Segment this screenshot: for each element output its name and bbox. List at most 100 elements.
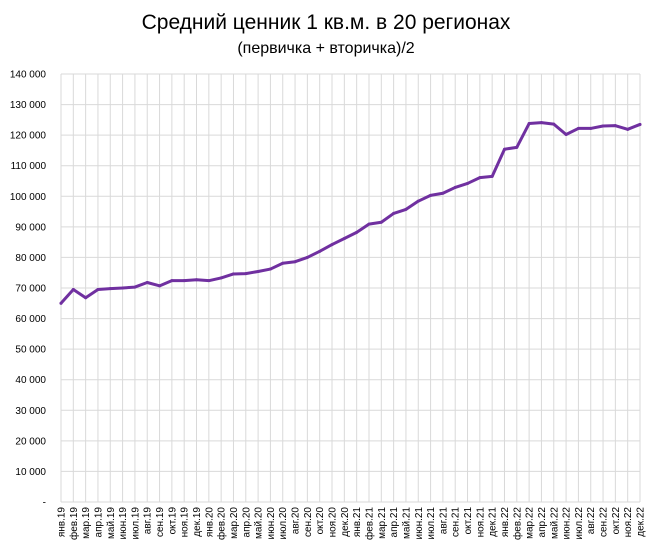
y-tick-label: 90 000 [15, 222, 46, 233]
x-tick-label: сен.22 [599, 507, 610, 537]
data-point [441, 191, 445, 195]
x-tick-label: ноя.21 [475, 507, 486, 538]
data-point [429, 193, 433, 197]
data-point [256, 269, 260, 273]
data-point [552, 122, 556, 126]
x-tick-label: ноя.20 [328, 507, 339, 538]
y-tick-label: 70 000 [15, 284, 46, 295]
x-tick-label: авг.20 [291, 507, 302, 535]
x-tick-label: сен.20 [303, 507, 314, 537]
data-point [576, 126, 580, 130]
y-tick-label: 10 000 [15, 467, 46, 478]
x-tick-label: апр.19 [93, 507, 104, 538]
x-tick-label: янв.21 [352, 507, 363, 538]
y-tick-label: 130 000 [10, 100, 47, 111]
data-point [342, 236, 346, 240]
data-point [478, 176, 482, 180]
x-tick-label: июн.21 [414, 507, 425, 540]
x-tick-label: дек.22 [636, 507, 647, 537]
x-tick-label: май.22 [549, 507, 560, 539]
y-tick-label: 110 000 [11, 161, 47, 172]
data-point [466, 181, 470, 185]
x-tick-label: авг.22 [586, 507, 597, 535]
data-point [121, 286, 125, 290]
x-tick-label: фев.20 [216, 507, 228, 540]
x-tick-label: ноя.22 [623, 507, 634, 538]
x-tick-label: мар.20 [229, 507, 240, 539]
data-point [564, 133, 568, 137]
data-point [133, 285, 137, 289]
data-point [170, 279, 174, 283]
x-tick-label: окт.21 [463, 507, 474, 535]
x-tick-label: окт.19 [167, 507, 178, 535]
x-tick-label: янв.20 [204, 507, 215, 538]
x-tick-label: апр.22 [537, 507, 548, 538]
x-tick-label: июн.19 [118, 507, 129, 540]
x-tick-label: дек.20 [340, 507, 351, 537]
data-point [84, 296, 88, 300]
data-point [108, 287, 112, 291]
data-point [355, 230, 359, 234]
data-point [404, 207, 408, 211]
data-point [589, 126, 593, 130]
x-tick-label: июл.22 [574, 507, 585, 540]
data-point [71, 288, 75, 292]
data-point [613, 124, 617, 128]
data-point [416, 199, 420, 203]
data-point [392, 211, 396, 215]
y-tick-label: 100 000 [10, 192, 47, 203]
data-point [244, 272, 248, 276]
data-point [318, 249, 322, 253]
x-tick-label: июл.19 [130, 507, 141, 540]
series-group [59, 121, 642, 305]
x-tick-label: июн.20 [266, 507, 277, 540]
x-tick-label: авг.21 [438, 507, 449, 535]
data-point [96, 288, 100, 292]
data-point [515, 145, 519, 149]
y-tick-label: 40 000 [15, 375, 46, 386]
x-axis-tick-labels: янв.19 фев.19 мар.19 апр.19 май.19 июн.19 июл.… [57, 507, 647, 540]
series-line [59, 121, 642, 305]
data-point [638, 122, 642, 126]
x-tick-label: мар.22 [525, 507, 536, 539]
data-point [219, 276, 223, 280]
data-point [330, 243, 334, 247]
data-point [207, 279, 211, 283]
data-point [527, 122, 531, 126]
x-tick-label: сен.21 [451, 507, 462, 537]
x-tick-label: янв.22 [500, 507, 511, 538]
x-tick-label: дек.19 [192, 507, 203, 537]
data-point [195, 278, 199, 282]
x-tick-label: май.21 [401, 507, 412, 539]
y-tick-label: 120 000 [10, 131, 47, 142]
y-tick-label: 30 000 [15, 406, 46, 417]
x-tick-label: апр.20 [241, 507, 252, 538]
y-tick-label: - [43, 498, 46, 509]
x-tick-label: май.20 [254, 507, 265, 539]
chart-title: Средний ценник 1 кв.м. в 20 регионах [142, 11, 511, 34]
x-tick-label: ноя.19 [180, 507, 191, 538]
x-tick-label: июл.20 [278, 507, 289, 540]
data-point [601, 124, 605, 128]
x-tick-label: фев.22 [511, 507, 523, 540]
y-axis-tick-labels: - 10 000 20 000 30 000 40 000 50 000 60 000 70 … [10, 70, 47, 509]
x-tick-label: окт.20 [315, 507, 326, 535]
x-tick-label: дек.21 [488, 507, 499, 537]
data-point [502, 147, 506, 151]
y-tick-label: 20 000 [15, 436, 46, 447]
grid-lines [60, 73, 641, 503]
data-point [305, 255, 309, 259]
y-tick-label: 80 000 [15, 253, 46, 264]
chart-subtitle: (первичка + вторичка)/2 [237, 40, 414, 57]
data-point [379, 220, 383, 224]
x-tick-label: апр.21 [389, 507, 400, 538]
x-tick-label: мар.19 [81, 507, 92, 539]
x-tick-label: июн.22 [562, 507, 573, 540]
data-point [490, 174, 494, 178]
data-point [539, 121, 543, 125]
data-point [145, 280, 149, 284]
x-tick-label: сен.19 [155, 507, 166, 537]
y-tick-label: 60 000 [15, 314, 46, 325]
x-tick-label: май.19 [106, 507, 117, 539]
